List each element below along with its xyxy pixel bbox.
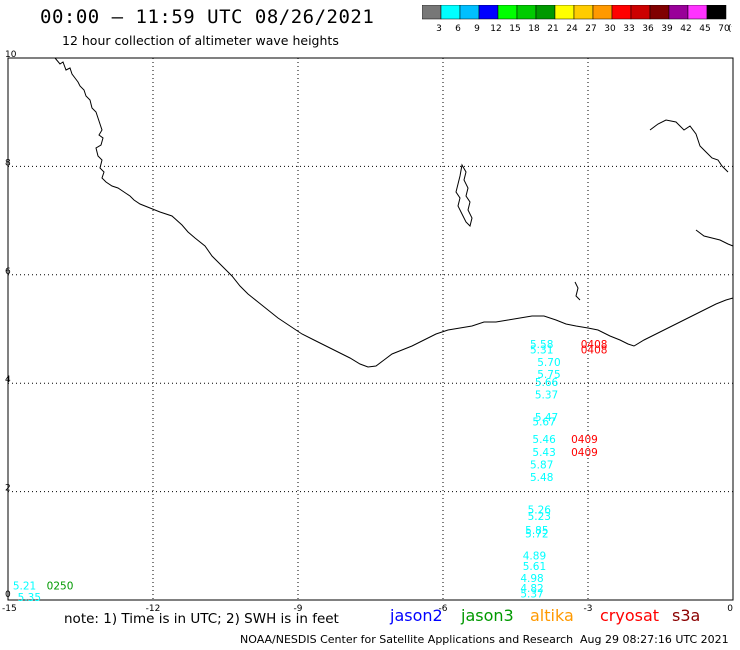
footer-note: note: 1) Time is in UTC; 2) SWH is in fe… bbox=[64, 611, 339, 627]
y-tick-label: 4 bbox=[5, 375, 11, 385]
river-fragment bbox=[574, 281, 581, 301]
wave-height-label: 4.82 bbox=[520, 583, 543, 595]
y-tick-label: 2 bbox=[5, 484, 11, 494]
wave-height-label: 5.37 bbox=[535, 389, 558, 401]
wave-height-label: 5.75 bbox=[537, 369, 560, 381]
x-axis-ticks: -15 -12 -9 -6 -3 0 bbox=[2, 604, 733, 614]
wave-height-label: 5.21 bbox=[13, 581, 36, 593]
legend-label: 15 bbox=[509, 24, 520, 34]
legend-label: 24 bbox=[566, 24, 578, 34]
y-axis-ticks: 0 2 4 6 8 10 bbox=[5, 50, 17, 600]
grid-lines bbox=[8, 58, 733, 600]
legend-swatch bbox=[706, 5, 727, 20]
legend-label: 6 bbox=[455, 24, 461, 34]
west-africa-coastline bbox=[54, 57, 734, 368]
wave-height-label: 0408 bbox=[581, 339, 608, 351]
wave-height-label: 5.85 bbox=[525, 525, 548, 537]
legend-label: 9 bbox=[474, 24, 480, 34]
lake-kainji-shoreline bbox=[649, 119, 729, 173]
x-tick-label: -9 bbox=[294, 604, 303, 614]
wave-height-label: 5.70 bbox=[537, 357, 560, 369]
legend-label: 39 bbox=[661, 24, 673, 34]
wave-height-label: 0409 bbox=[571, 447, 598, 459]
map-frame bbox=[7, 57, 734, 601]
y-tick-label: 6 bbox=[5, 267, 11, 277]
legend-label: 27 bbox=[585, 24, 596, 34]
y-tick-label: 10 bbox=[5, 50, 17, 60]
wave-height-label: 5.43 bbox=[532, 447, 555, 459]
wave-height-label: 0250 bbox=[47, 581, 74, 593]
mission-jason3: jason3 bbox=[461, 606, 514, 625]
legend-label: 12 bbox=[490, 24, 501, 34]
wave-height-label: 5.31 bbox=[530, 344, 553, 356]
x-tick-label: 0 bbox=[727, 604, 733, 614]
legend-label: 45 bbox=[699, 24, 710, 34]
x-tick-label: -15 bbox=[2, 604, 17, 614]
wave-height-label: 5.37 bbox=[520, 588, 543, 600]
wave-height-label: 5.87 bbox=[530, 459, 553, 471]
mission-s3a: s3a bbox=[672, 606, 701, 625]
wave-height-label: 5.67 bbox=[532, 416, 555, 428]
legend-label: 42 bbox=[680, 24, 691, 34]
legend-unit: (ft) bbox=[728, 24, 732, 34]
legend-label: 33 bbox=[623, 24, 634, 34]
wave-height-label: 5.26 bbox=[528, 504, 552, 516]
wave-height-label: 0409 bbox=[571, 434, 598, 446]
legend-label: 30 bbox=[604, 24, 616, 34]
wave-height-label: 5.61 bbox=[523, 561, 546, 573]
legend-label: 21 bbox=[547, 24, 558, 34]
wave-height-label: 5.72 bbox=[525, 529, 548, 541]
wave-height-label: 5.35 bbox=[18, 592, 41, 604]
wave-height-label: 5.48 bbox=[530, 472, 553, 484]
map-title: 00:00 – 11:59 UTC 08/26/2021 bbox=[40, 6, 375, 28]
niger-delta-shoreline bbox=[695, 229, 734, 247]
footer-timestamp: Aug 29 08:27:16 UTC 2021 bbox=[580, 633, 729, 646]
coastline bbox=[54, 57, 734, 368]
x-tick-label: -12 bbox=[146, 604, 161, 614]
wave-height-label: 5.58 bbox=[530, 339, 553, 351]
y-tick-label: 0 bbox=[5, 590, 11, 600]
lake-volta-shoreline bbox=[455, 163, 473, 227]
wave-height-label: 5.66 bbox=[535, 377, 559, 389]
legend-label: 18 bbox=[528, 24, 540, 34]
wave-height-labels: 5.585.315.705.755.665.375.475.675.465.43… bbox=[13, 339, 608, 604]
wave-height-label: 5.47 bbox=[535, 412, 558, 424]
y-tick-label: 8 bbox=[5, 158, 11, 168]
wave-height-label: 5.23 bbox=[528, 511, 551, 523]
mission-jason2: jason2 bbox=[390, 606, 443, 625]
mission-altika: altika bbox=[530, 606, 574, 625]
footer-credit: NOAA/NESDIS Center for Satellite Applica… bbox=[240, 633, 574, 646]
x-tick-label: -6 bbox=[439, 604, 448, 614]
wave-height-label: 4.89 bbox=[523, 550, 546, 562]
wave-height-label: 5.46 bbox=[532, 434, 556, 446]
legend-label: 70 bbox=[718, 24, 730, 34]
map-subtitle: 12 hour collection of altimeter wave hei… bbox=[62, 33, 339, 48]
legend-label: 3 bbox=[436, 24, 442, 34]
legend-label: 36 bbox=[642, 24, 654, 34]
wave-height-label: 4.98 bbox=[520, 573, 543, 585]
wave-height-label: 0408 bbox=[581, 344, 608, 356]
x-tick-label: -3 bbox=[584, 604, 593, 614]
mission-cryosat: cryosat bbox=[600, 606, 660, 625]
